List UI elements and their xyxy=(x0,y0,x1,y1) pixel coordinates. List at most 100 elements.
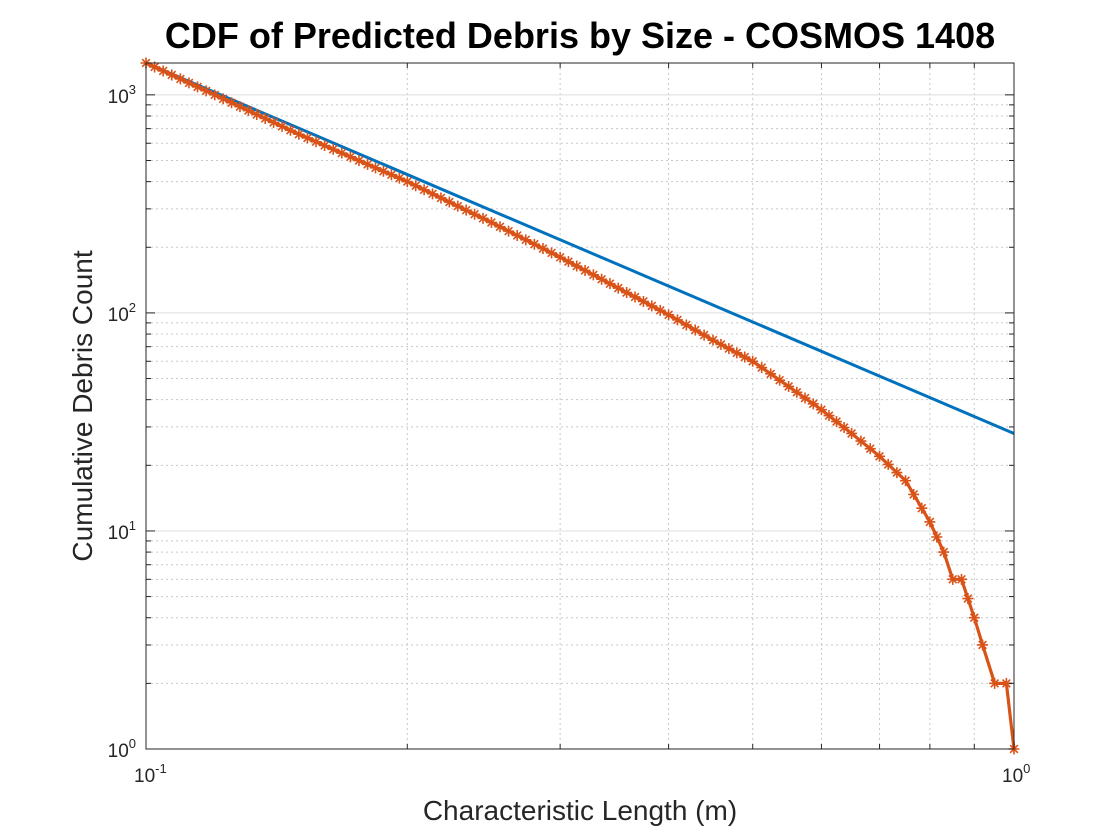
data-point-marker xyxy=(855,435,867,447)
data-point-marker xyxy=(671,314,683,326)
data-point-marker xyxy=(362,158,374,170)
data-point-marker xyxy=(698,329,710,341)
data-point-marker xyxy=(537,243,549,255)
data-point-marker xyxy=(183,77,195,89)
data-point-marker xyxy=(663,309,675,321)
data-point-marker xyxy=(546,247,558,259)
data-point-marker xyxy=(418,184,430,196)
data-point-marker xyxy=(799,392,811,404)
data-point-marker xyxy=(882,458,894,470)
y-axis-label: Cumulative Debris Count xyxy=(67,250,98,561)
data-point-marker xyxy=(310,136,322,148)
data-point-marker xyxy=(579,264,591,276)
series-model-line xyxy=(145,61,1015,435)
x-tick-label: 10-1 xyxy=(134,761,167,787)
data-point-marker xyxy=(604,278,616,290)
data-point-marker xyxy=(962,593,974,605)
data-point-marker xyxy=(200,85,212,97)
data-point-marker xyxy=(807,398,819,410)
data-point-marker xyxy=(377,165,389,177)
data-point-marker xyxy=(385,169,397,181)
data-point-marker xyxy=(621,287,633,299)
data-point-marker xyxy=(874,450,886,462)
data-point-marker xyxy=(931,531,943,543)
y-tick-label: 102 xyxy=(108,300,136,326)
data-point-marker xyxy=(217,93,229,105)
data-point-marker xyxy=(938,546,950,558)
data-point-marker xyxy=(469,208,481,220)
data-point-marker xyxy=(485,216,497,228)
plot-area xyxy=(146,63,1014,749)
tick-marks xyxy=(145,63,1015,750)
y-tick-label: 103 xyxy=(108,82,136,108)
data-point-marker xyxy=(319,140,331,152)
data-point-marker xyxy=(157,65,169,77)
minor-grid xyxy=(146,63,1014,749)
data-point-marker xyxy=(410,180,422,192)
data-point-marker xyxy=(301,132,313,144)
data-point-marker xyxy=(401,176,413,188)
data-point-marker xyxy=(629,291,641,303)
data-point-marker xyxy=(831,416,843,428)
data-point-marker xyxy=(924,516,936,528)
data-point-marker xyxy=(251,109,263,121)
data-point-marker xyxy=(747,355,759,367)
data-point-marker xyxy=(452,200,464,212)
data-point-marker xyxy=(259,112,271,124)
data-point-marker xyxy=(916,502,928,514)
data-point-marker xyxy=(989,677,1001,689)
data-point-marker xyxy=(370,162,382,174)
data-point-marker xyxy=(689,324,701,336)
data-point-marker xyxy=(209,89,221,101)
data-point-marker xyxy=(612,282,624,294)
data-point-marker xyxy=(838,422,850,434)
data-point-marker xyxy=(756,362,768,374)
data-point-marker xyxy=(891,467,903,479)
x-axis-label: Characteristic Length (m) xyxy=(423,795,737,826)
axes-box xyxy=(145,62,1015,750)
data-point-marker xyxy=(293,128,305,140)
data-point-marker xyxy=(739,351,751,363)
data-point-marker xyxy=(511,229,523,241)
data-point-marker xyxy=(427,188,439,200)
data-point-marker xyxy=(731,347,743,359)
data-point-marker xyxy=(327,143,339,155)
data-point-marker xyxy=(900,475,912,487)
data-point-marker xyxy=(520,234,532,246)
data-point-marker xyxy=(765,368,777,380)
data-point-marker xyxy=(947,573,959,585)
data-point-marker xyxy=(242,105,254,117)
data-point-marker xyxy=(494,221,506,233)
data-point-marker xyxy=(977,639,989,651)
data-point-marker xyxy=(723,343,735,355)
data-point-marker xyxy=(166,69,178,81)
data-point-marker xyxy=(956,573,968,585)
data-point-marker xyxy=(815,404,827,416)
data-point-marker xyxy=(846,427,858,439)
data-point-marker xyxy=(823,410,835,422)
data-point-marker xyxy=(477,212,489,224)
data-point-marker xyxy=(654,304,666,316)
data-point-marker xyxy=(226,97,238,109)
data-point-marker xyxy=(192,81,204,93)
data-point-marker xyxy=(596,273,608,285)
data-point-marker xyxy=(783,380,795,392)
data-point-marker xyxy=(908,488,920,500)
data-point-marker xyxy=(864,443,876,455)
data-point-marker xyxy=(149,61,161,73)
data-point-marker xyxy=(968,612,980,624)
series-layer xyxy=(140,57,1020,755)
data-point-marker xyxy=(234,101,246,113)
data-point-marker xyxy=(791,386,803,398)
data-point-marker xyxy=(443,196,455,208)
data-point-marker xyxy=(707,334,719,346)
data-point-marker xyxy=(268,116,280,128)
data-point-marker xyxy=(435,192,447,204)
data-point-marker xyxy=(393,172,405,184)
data-point-marker xyxy=(587,269,599,281)
data-point-marker xyxy=(637,295,649,307)
data-point-marker xyxy=(503,225,515,237)
chart-title: CDF of Predicted Debris by Size - COSMOS… xyxy=(165,15,995,56)
